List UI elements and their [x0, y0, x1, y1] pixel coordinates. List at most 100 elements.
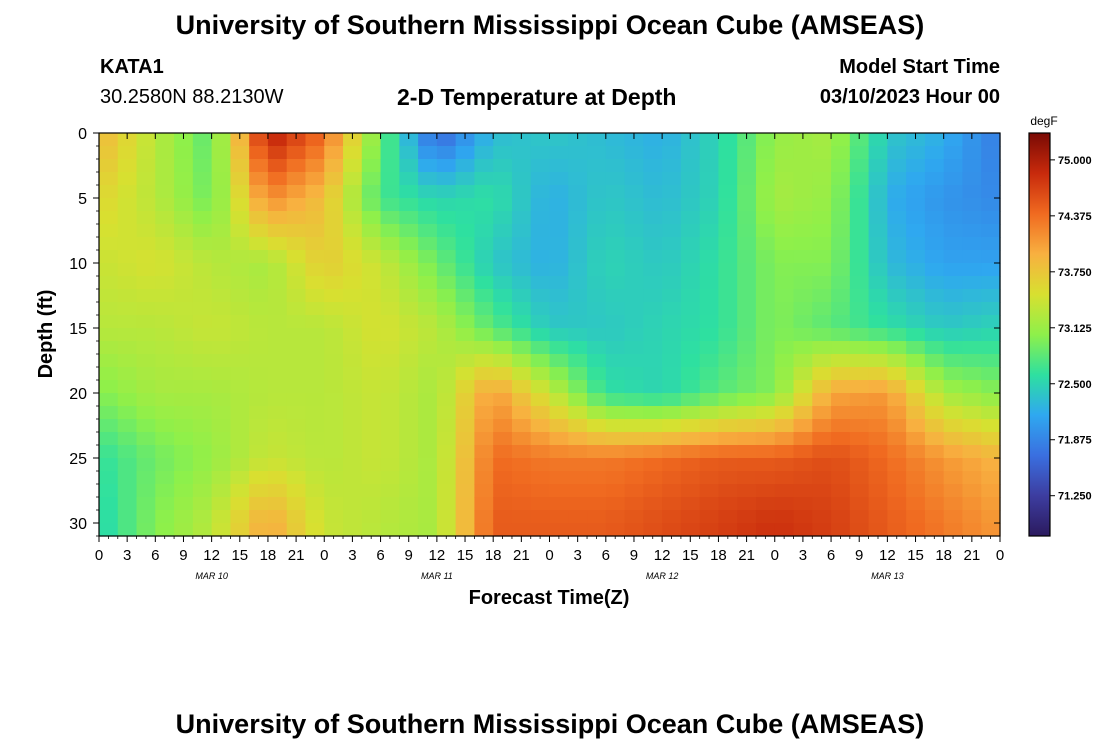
heatmap-cell [718, 146, 738, 160]
heatmap-cell [155, 224, 175, 238]
heatmap-cell [324, 224, 344, 238]
heatmap-cell [511, 172, 532, 186]
heatmap-cell [418, 302, 438, 316]
heatmap-cell [662, 315, 682, 329]
heatmap-cell [174, 198, 194, 212]
heatmap-cell [286, 289, 307, 303]
heatmap-cell [267, 510, 288, 524]
heatmap-cell [887, 172, 907, 186]
heatmap-cell [230, 185, 250, 199]
heatmap-cell [643, 445, 663, 459]
heatmap-cell [511, 510, 532, 524]
heatmap-cell [643, 289, 663, 303]
heatmap-cell [962, 341, 982, 355]
heatmap-cell [211, 159, 231, 173]
heatmap-cell [549, 211, 569, 225]
heatmap-cell [530, 198, 551, 212]
heatmap-cell [662, 458, 682, 472]
heatmap-cell [924, 406, 945, 420]
heatmap-cell [192, 380, 213, 394]
heatmap-cell [962, 146, 982, 160]
heatmap-cell [549, 185, 569, 199]
heatmap-cell [249, 406, 269, 420]
heatmap-cell [962, 367, 982, 381]
heatmap-cell [868, 263, 888, 277]
heatmap-cell [343, 432, 363, 446]
heatmap-cell [267, 523, 288, 537]
heatmap-cell [155, 289, 175, 303]
heatmap-cell [493, 315, 513, 329]
heatmap-cell [99, 276, 119, 290]
heatmap-cell [286, 380, 307, 394]
y-tick-label: 25 [69, 451, 87, 468]
heatmap-cell [662, 419, 682, 433]
heatmap-cell [436, 263, 457, 277]
heatmap-cell [286, 393, 307, 407]
heatmap-cell [643, 224, 663, 238]
heatmap-cell [99, 367, 119, 381]
heatmap-cell [286, 328, 307, 342]
heatmap-cell [361, 419, 382, 433]
heatmap-cell [249, 471, 269, 485]
heatmap-cell [436, 471, 457, 485]
heatmap-cell [361, 250, 382, 264]
heatmap-cell [924, 497, 945, 511]
heatmap-cell [962, 315, 982, 329]
heatmap-cell [211, 354, 231, 368]
heatmap-cell [155, 172, 175, 186]
heatmap-cell [718, 133, 738, 147]
heatmap-cell [493, 380, 513, 394]
heatmap-cell [868, 523, 888, 537]
heatmap-cell [906, 354, 926, 368]
heatmap-cell [99, 198, 119, 212]
heatmap-cell [755, 302, 776, 316]
heatmap-cell [286, 406, 307, 420]
heatmap-cell [568, 146, 588, 160]
heatmap-cell [99, 497, 119, 511]
heatmap-cell [530, 354, 551, 368]
heatmap-cell [849, 497, 870, 511]
heatmap-cell [849, 198, 870, 212]
heatmap-cell [155, 458, 175, 472]
heatmap-cell [943, 380, 964, 394]
heatmap-cell [230, 172, 250, 186]
heatmap-cell [455, 432, 476, 446]
heatmap-cell [737, 172, 757, 186]
heatmap-cell [211, 432, 231, 446]
heatmap-cell [849, 302, 870, 316]
heatmap-cell [136, 484, 156, 498]
heatmap-cell [568, 289, 588, 303]
heatmap-cell [737, 263, 757, 277]
heatmap-cell [737, 380, 757, 394]
heatmap-cell [249, 289, 269, 303]
heatmap-cell [906, 432, 926, 446]
heatmap-cell [99, 328, 119, 342]
x-axis-label: Forecast Time(Z) [469, 587, 630, 609]
heatmap-cell [755, 354, 776, 368]
heatmap-cell [399, 341, 419, 355]
heatmap-cell [868, 380, 888, 394]
heatmap-cell [568, 393, 588, 407]
heatmap-cell [455, 302, 476, 316]
heatmap-cell [680, 224, 701, 238]
heatmap-cell [399, 224, 419, 238]
heatmap-cell [99, 510, 119, 524]
heatmap-cell [868, 250, 888, 264]
x-tick-label: 0 [545, 547, 553, 564]
heatmap-cell [962, 289, 982, 303]
heatmap-cell [624, 185, 644, 199]
heatmap-cell [267, 237, 288, 251]
heatmap-cell [99, 406, 119, 420]
heatmap-cell [117, 523, 138, 537]
heatmap-cell [343, 471, 363, 485]
heatmap-cell [192, 497, 213, 511]
heatmap-cell [981, 445, 1001, 459]
heatmap-cell [943, 328, 964, 342]
heatmap-cell [755, 289, 776, 303]
heatmap-cell [699, 510, 720, 524]
x-tick-label: 12 [203, 547, 220, 564]
heatmap-cell [755, 237, 776, 251]
colorbar-unit: degF [1030, 114, 1057, 128]
heatmap-cell [211, 133, 231, 147]
heatmap-cell [662, 510, 682, 524]
